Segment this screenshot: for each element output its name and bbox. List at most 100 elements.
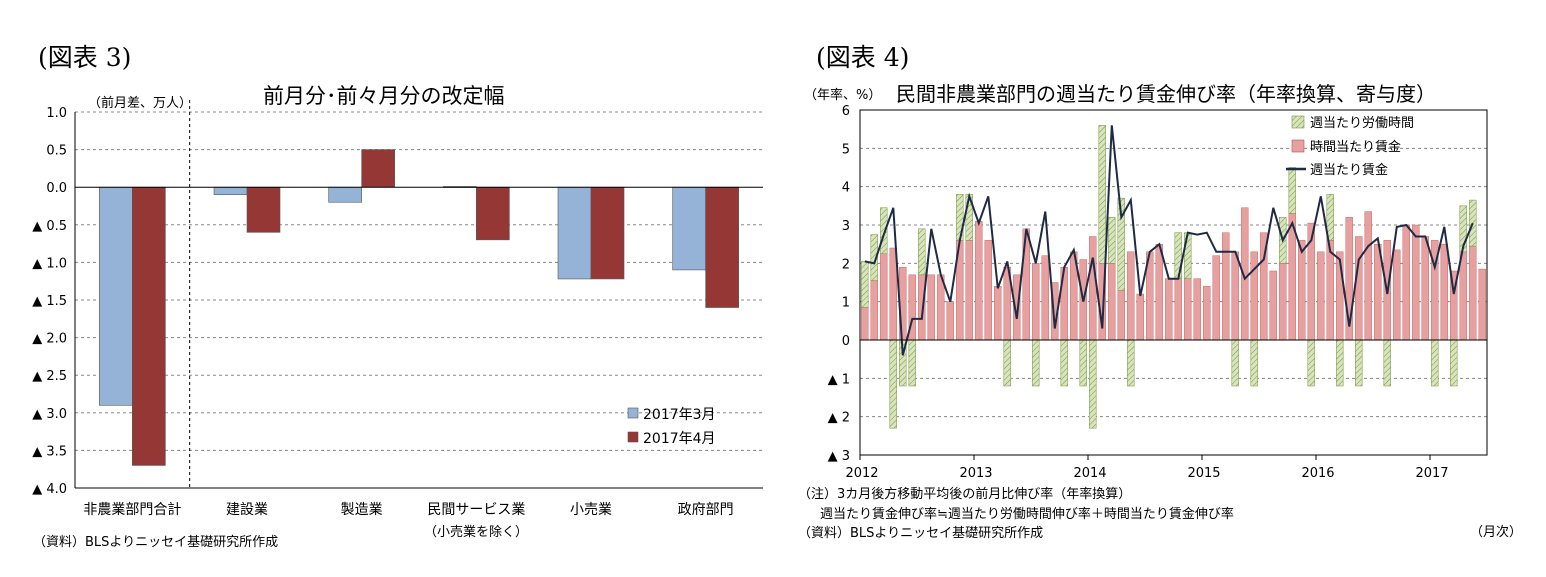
bar-weekly-hours bbox=[1108, 217, 1116, 264]
x-tick-label: 2012 bbox=[845, 466, 878, 481]
bar-weekly-hours bbox=[880, 207, 888, 254]
bar-weekly-hours bbox=[918, 228, 926, 276]
x-tick-label: 2013 bbox=[959, 466, 992, 481]
bar-hourly-wage bbox=[984, 240, 992, 341]
bar-weekly-hours bbox=[1089, 339, 1097, 429]
bar-hourly-wage bbox=[1089, 236, 1097, 341]
y-tick-label: 2 bbox=[842, 257, 850, 272]
bar-weekly-hours bbox=[908, 339, 916, 387]
bar-march bbox=[672, 186, 706, 271]
legend-swatch-wage bbox=[1291, 139, 1305, 153]
bar-hourly-wage bbox=[1412, 224, 1420, 341]
y-tick-label: ▲ 2 bbox=[828, 411, 850, 426]
bar-weekly-hours bbox=[1459, 205, 1467, 253]
bar-hourly-wage bbox=[994, 286, 1002, 341]
bar-april bbox=[705, 186, 739, 308]
bar-hourly-wage bbox=[1193, 278, 1201, 341]
bar-hourly-wage bbox=[1374, 243, 1382, 341]
figure-4-unit: （年率、%） bbox=[804, 88, 882, 103]
figure-3-axes: 1.0 0.5 0.0 ▲ 0.5 ▲ 1.0 ▲ 1.5 ▲ 2.0 ▲ 2.5 ▲ 3.0 ▲… bbox=[32, 100, 763, 518]
bar-hourly-wage bbox=[1222, 232, 1230, 341]
bar-hourly-wage bbox=[965, 240, 973, 341]
bar-hourly-wage bbox=[1393, 249, 1401, 341]
x-tick-label: 2015 bbox=[1187, 466, 1220, 481]
x-tick-label: 建設業 bbox=[226, 502, 268, 518]
bar-hourly-wage bbox=[1364, 211, 1372, 341]
figure-3-label: (図表 3) bbox=[38, 43, 132, 72]
bar-hourly-wage bbox=[1212, 255, 1220, 341]
bar-april bbox=[246, 186, 281, 233]
x-tick-label: 非農業部門合計 bbox=[83, 502, 181, 518]
bar-hourly-wage bbox=[1041, 255, 1049, 341]
x-tick-label: 製造業 bbox=[341, 502, 383, 518]
figure-3-category-sub: （小売業を除く） bbox=[424, 525, 529, 540]
bar-hourly-wage bbox=[1165, 278, 1173, 341]
bar-hourly-wage bbox=[1421, 236, 1429, 341]
legend-label: 週当たり賃金 bbox=[1310, 162, 1388, 178]
x-tick-label: 2016 bbox=[1301, 466, 1334, 481]
bar-hourly-wage bbox=[1250, 251, 1258, 341]
bar-hourly-wage bbox=[1127, 251, 1135, 341]
legend-swatch-hours bbox=[1291, 115, 1305, 129]
figure-4-axes: 6 5 4 3 2 1 0 ▲ 1 ▲ 2 ▲ 3 2012 2013 2014 2015 2016 2017 bbox=[828, 104, 1488, 481]
line-weekly-wage bbox=[864, 125, 1474, 356]
bar-hourly-wage bbox=[1184, 278, 1192, 341]
bar-weekly-hours bbox=[1431, 339, 1439, 387]
bar-weekly-hours bbox=[889, 339, 897, 429]
figure-4-title: 民間非農業部門の週当たり賃金伸び率（年率換算、寄与度） bbox=[896, 82, 1436, 106]
bar-hourly-wage bbox=[1174, 278, 1182, 341]
bar-weekly-hours bbox=[1326, 194, 1334, 241]
bar-hourly-wage bbox=[1459, 251, 1467, 341]
bar-april bbox=[361, 149, 395, 188]
bar-weekly-hours bbox=[1250, 339, 1258, 387]
bar-hourly-wage bbox=[1469, 245, 1477, 341]
figure-3-legend: 2017年3月 2017年4月 bbox=[627, 407, 716, 447]
bar-hourly-wage bbox=[937, 274, 945, 341]
bar-hourly-wage bbox=[1355, 236, 1363, 341]
x-tick-label: 2017 bbox=[1415, 466, 1448, 481]
legend-label: 2017年3月 bbox=[643, 407, 716, 423]
y-tick-label: ▲ 3 bbox=[828, 449, 850, 464]
bar-hourly-wage bbox=[1155, 243, 1163, 341]
bar-weekly-hours bbox=[1127, 339, 1135, 387]
bar-weekly-hours bbox=[1307, 339, 1315, 387]
figure-3-source: （資料）BLSよりニッセイ基礎研究所作成 bbox=[33, 535, 279, 550]
figure-4-note1: （注）3カ月後方移動平均後の前月比伸び率（年率換算） bbox=[798, 487, 1132, 502]
figure-4-source: （資料）BLSよりニッセイ基礎研究所作成 bbox=[798, 526, 1044, 541]
figure-4-xunit: （月次） bbox=[1470, 525, 1523, 540]
bar-weekly-hours bbox=[1383, 339, 1391, 387]
bar-weekly-hours bbox=[861, 261, 869, 308]
bar-weekly-hours bbox=[1032, 339, 1040, 387]
bar-hourly-wage bbox=[861, 307, 869, 341]
legend-swatch bbox=[627, 431, 639, 443]
figure-3-chart: 1.0 0.5 0.0 ▲ 0.5 ▲ 1.0 ▲ 1.5 ▲ 2.0 ▲ 2.5 ▲ 3.0 ▲… bbox=[32, 100, 763, 518]
bar-april bbox=[590, 186, 625, 280]
bar-march bbox=[99, 186, 133, 406]
legend-label: 2017年4月 bbox=[643, 431, 716, 447]
bar-march bbox=[213, 186, 248, 196]
bar-weekly-hours bbox=[1184, 232, 1192, 279]
figure-3-unit: （前月差、万人） bbox=[88, 96, 193, 111]
bar-hourly-wage bbox=[1298, 240, 1306, 341]
y-tick-label: 1 bbox=[842, 296, 850, 311]
bar-april bbox=[132, 186, 166, 466]
bar-weekly-hours bbox=[1355, 339, 1363, 387]
bar-hourly-wage bbox=[1108, 263, 1116, 341]
bar-weekly-hours bbox=[1231, 339, 1239, 387]
y-tick-label: ▲ 3.0 bbox=[32, 407, 67, 422]
x-tick-label: 政府部門 bbox=[678, 502, 734, 518]
figure-4-line bbox=[864, 125, 1474, 356]
figure-4-chart: 6 5 4 3 2 1 0 ▲ 1 ▲ 2 ▲ 3 2012 2013 2014 2015 2016 2017… bbox=[828, 104, 1488, 481]
bar-hourly-wage bbox=[1478, 268, 1486, 341]
bar-weekly-hours bbox=[870, 234, 878, 281]
bar-hourly-wage bbox=[889, 247, 897, 341]
bar-hourly-wage bbox=[1203, 286, 1211, 341]
bar-hourly-wage bbox=[1136, 293, 1144, 341]
y-tick-label: ▲ 1.0 bbox=[32, 256, 67, 271]
y-tick-label: ▲ 2.0 bbox=[32, 332, 67, 347]
figure-3: (図表 3) 前月分･前々月分の改定幅 （前月差、万人） 1.0 0.5 0.0 ▲ … bbox=[32, 43, 763, 550]
bar-weekly-hours bbox=[1003, 339, 1011, 387]
y-tick-label: ▲ 3.5 bbox=[32, 444, 67, 459]
figure-4-note2: 週当たり賃金伸び率≒週当たり労働時間伸び率＋時間当たり賃金伸び率 bbox=[820, 507, 1234, 522]
